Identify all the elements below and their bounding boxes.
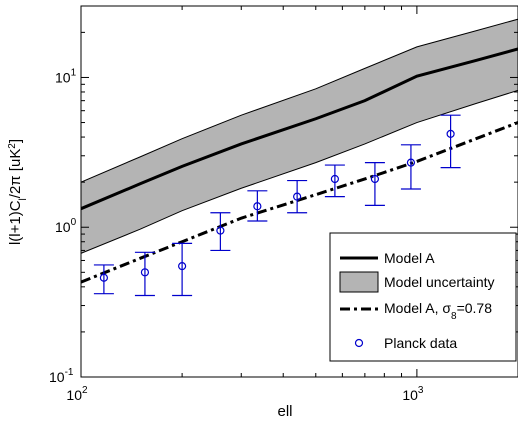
- plot-area: [81, 18, 518, 297]
- legend-swatch-planck-data: [354, 338, 364, 348]
- planck-data-point: [172, 242, 193, 297]
- legend-swatch-model-uncertainty: [339, 271, 379, 293]
- planck-data-point: [93, 264, 114, 295]
- planck-data-point: [134, 251, 155, 297]
- axes-frame: [80, 5, 518, 378]
- planck-marker: [293, 192, 302, 201]
- planck-marker: [178, 262, 187, 271]
- planck-data-point: [287, 179, 308, 214]
- y-tick-label: 10-1: [49, 367, 74, 385]
- tick-labels: 102 103 10-1 100 101: [49, 67, 424, 403]
- legend-entry-model-uncertainty: Model uncertainty: [339, 271, 495, 293]
- planck-marker: [99, 273, 109, 282]
- planck-data-point: [364, 162, 385, 206]
- x-tick-label: 103: [402, 385, 424, 403]
- planck-marker: [446, 129, 455, 138]
- planck-data-point: [247, 190, 268, 222]
- y-tick-label: 101: [55, 67, 77, 85]
- legend-entry-model-a-sigma8: Model A, σ8=0.78: [340, 300, 492, 322]
- model-a-line: [81, 47, 518, 211]
- planck-marker: [216, 226, 225, 235]
- legend: Model A Model uncertainty Model A, σ8=0.…: [329, 232, 517, 362]
- legend-label-planck-data: Planck data: [384, 335, 457, 351]
- planck-data-point: [440, 114, 461, 169]
- x-axis-label: ell: [277, 403, 292, 420]
- x-tick-label: 102: [66, 385, 88, 403]
- model-uncertainty-band: [81, 18, 518, 254]
- planck-marker: [140, 268, 150, 277]
- planck-data-point: [210, 212, 231, 252]
- legend-label-model-a: Model A: [384, 250, 435, 266]
- planck-data-point: [400, 144, 421, 190]
- legend-label-model-uncertainty: Model uncertainty: [384, 274, 495, 290]
- legend-entry-planck-data: Planck data: [354, 335, 457, 351]
- y-axis-label: l(l+1)Cl/2π [uK2]: [7, 139, 29, 245]
- planck-data-point: [324, 164, 345, 198]
- planck-marker: [406, 158, 416, 167]
- legend-label-model-a-sigma8: Model A, σ8=0.78: [384, 300, 492, 322]
- planck-marker: [370, 174, 380, 184]
- planck-marker: [253, 202, 262, 211]
- y-tick-label: 100: [55, 217, 77, 235]
- legend-entry-model-a: Model A: [340, 250, 435, 266]
- planck-marker: [330, 174, 339, 184]
